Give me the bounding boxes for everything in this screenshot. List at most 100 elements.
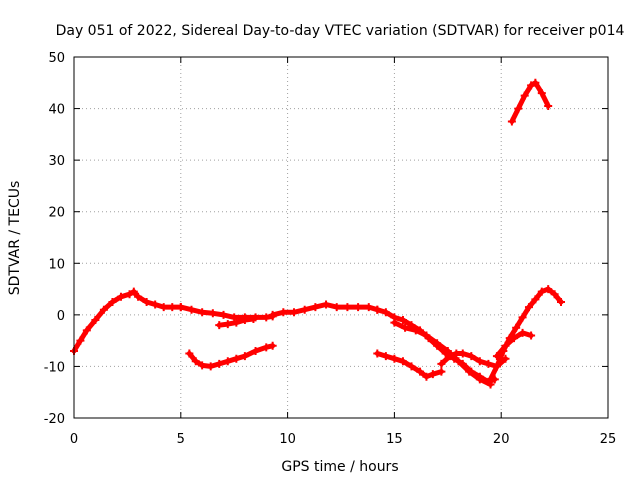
data-point (129, 287, 138, 296)
data-point (531, 295, 540, 304)
data-point (524, 303, 533, 312)
data-point (354, 303, 363, 312)
data-point (99, 305, 108, 314)
plot-frame (73, 56, 609, 419)
data-point (91, 316, 100, 325)
series-trace-arc-1 (71, 289, 184, 354)
series-trace-arc-2 (178, 304, 276, 320)
data-point (187, 305, 196, 314)
data-point (507, 117, 516, 126)
data-point (311, 303, 320, 312)
data-point (185, 349, 194, 358)
data-point (262, 343, 271, 352)
data-point (332, 303, 341, 312)
data-point (475, 357, 484, 366)
y-tick-label: 40 (48, 103, 65, 118)
x-tick-label: 15 (386, 432, 403, 447)
data-point (134, 292, 143, 301)
data-point (512, 323, 521, 332)
data-point (262, 313, 271, 322)
data-point (176, 303, 185, 312)
data-point (475, 375, 484, 384)
data-point (300, 305, 309, 314)
grid-lines (74, 57, 608, 418)
data-point (557, 297, 566, 306)
data-point (401, 323, 410, 332)
data-point (407, 362, 416, 371)
data-point (518, 328, 527, 337)
x-tick-label: 0 (70, 432, 78, 447)
axis-ticks: 0 5 10 15 20 25 -20 -10 0 10 20 30 40 50 (44, 51, 617, 447)
data-point (398, 316, 407, 325)
data-point (198, 308, 207, 317)
x-tick-label: 20 (493, 432, 510, 447)
data-point (544, 285, 553, 294)
x-tick-label: 25 (600, 432, 617, 447)
x-tick-label: 5 (177, 432, 185, 447)
y-tick-label: -10 (44, 360, 65, 375)
data-point (240, 352, 249, 361)
data-point (268, 310, 277, 319)
data-point (215, 359, 224, 368)
data-point (142, 297, 151, 306)
data-point (168, 303, 177, 312)
data-point (454, 357, 463, 366)
series-trace-arc-5 (270, 302, 380, 318)
data-point (364, 303, 373, 312)
data-point (518, 313, 527, 322)
data-point (279, 308, 288, 317)
data-point (428, 370, 437, 379)
data-point (230, 313, 239, 322)
data-point (290, 308, 299, 317)
y-tick-label: -20 (44, 412, 65, 427)
data-point (151, 300, 160, 309)
data-point (208, 309, 217, 318)
data-point (232, 318, 241, 327)
data-point (125, 290, 134, 299)
data-point (527, 331, 536, 340)
data-point (223, 320, 232, 329)
data-point (443, 346, 452, 355)
data-point (390, 318, 399, 327)
data-point (191, 357, 200, 366)
y-tick-label: 0 (57, 309, 65, 324)
data-point (116, 292, 125, 301)
data-point (82, 326, 91, 335)
data-point (268, 341, 277, 350)
data-point (232, 354, 241, 363)
data-point (527, 81, 536, 90)
series-trace-arc-9 (391, 320, 493, 387)
data-point (433, 339, 442, 348)
data-point (458, 349, 467, 358)
data-point (537, 287, 546, 296)
data-point (486, 375, 495, 384)
data-point (373, 305, 382, 314)
data-point (514, 104, 523, 113)
data-point (531, 78, 540, 87)
data-point (484, 359, 493, 368)
data-point (501, 341, 510, 350)
data-point (422, 372, 431, 381)
data-point (240, 316, 249, 325)
chart-title: Day 051 of 2022, Sidereal Day-to-day VTE… (56, 23, 625, 39)
data-point (206, 362, 215, 371)
data-point (492, 362, 501, 371)
y-tick-label: 10 (48, 257, 65, 272)
y-tick-label: 30 (48, 154, 65, 169)
data-point (219, 310, 228, 319)
x-tick-label: 10 (279, 432, 296, 447)
y-tick-label: 20 (48, 206, 65, 221)
data-point (343, 303, 352, 312)
data-point (437, 367, 446, 376)
data-point (411, 326, 420, 335)
data-point (322, 300, 331, 309)
data-point (550, 290, 559, 299)
data-point (416, 367, 425, 376)
data-point (76, 336, 85, 345)
data-marks (70, 78, 566, 389)
data-point (520, 91, 529, 100)
data-point (215, 321, 224, 330)
data-point (437, 359, 446, 368)
data-point (398, 357, 407, 366)
data-point (492, 352, 501, 361)
